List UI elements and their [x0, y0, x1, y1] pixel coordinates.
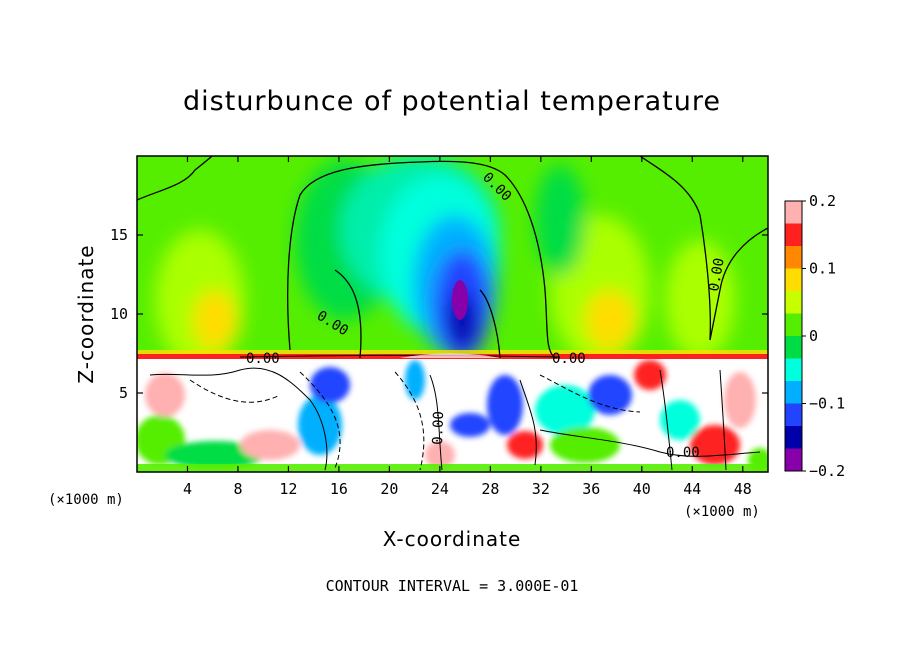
- y-axis-label: Z-coordinate: [74, 244, 98, 383]
- heatmap-field: [137, 156, 768, 472]
- y-tick-label: 5: [119, 384, 128, 402]
- x-axis-unit-left: (×1000 m): [48, 492, 124, 508]
- chart-title: disturbunce of potential temperature: [183, 86, 721, 117]
- colorbar-swatch: [785, 201, 802, 224]
- x-tick-label: 8: [233, 480, 242, 498]
- x-tick-label: 24: [431, 480, 449, 498]
- colorbar-swatch: [785, 403, 802, 427]
- colorbar-swatch: [785, 313, 802, 337]
- contour-label: 0.00: [706, 257, 728, 293]
- colorbar-tick-label: −0.1: [809, 395, 845, 413]
- contour-interval-note: CONTOUR INTERVAL = 3.000E-01: [325, 577, 579, 595]
- x-tick-label: 32: [532, 480, 550, 498]
- colorbar-swatch: [785, 426, 802, 449]
- colorbar-tick-label: −0.2: [809, 462, 845, 480]
- y-tick-label: 10: [110, 305, 128, 323]
- x-tick-label: 16: [330, 480, 348, 498]
- colorbar-tick-label: 0.1: [809, 260, 836, 278]
- x-tick-label: 12: [279, 480, 297, 498]
- x-tick-label: 4: [183, 480, 192, 498]
- colorbar-swatch: [785, 358, 802, 382]
- y-axis: 5 10 15: [110, 226, 768, 402]
- x-axis: 4 8 12 16 20 24 28 32 36 40 44 48: [183, 156, 752, 498]
- x-tick-label: 36: [582, 480, 600, 498]
- colorbar: 0.2 0.1 0 −0.1 −0.2: [784, 192, 845, 480]
- contour-label: 0.00: [666, 445, 700, 461]
- x-axis-label: X-coordinate: [383, 527, 522, 551]
- contour-label: 0.00: [552, 351, 586, 367]
- y-tick-label: 15: [110, 226, 128, 244]
- x-axis-unit-right: (×1000 m): [684, 504, 760, 520]
- contour-label: 0.00: [246, 351, 280, 367]
- x-tick-label: 40: [633, 480, 651, 498]
- colorbar-tick-label: 0.2: [809, 192, 836, 210]
- colorbar-swatch: [785, 336, 802, 359]
- colorbar-swatch: [785, 223, 802, 247]
- x-tick-label: 20: [380, 480, 398, 498]
- x-tick-label: 48: [734, 480, 752, 498]
- colorbar-swatch: [785, 246, 802, 269]
- contour-label: 0.00: [430, 411, 447, 445]
- x-tick-label: 28: [481, 480, 499, 498]
- colorbar-swatch: [785, 448, 802, 472]
- colorbar-swatch: [785, 268, 802, 292]
- x-tick-label: 44: [683, 480, 701, 498]
- colorbar-swatch: [785, 291, 802, 314]
- colorbar-swatch: [785, 381, 802, 404]
- colorbar-tick-label: 0: [809, 327, 818, 345]
